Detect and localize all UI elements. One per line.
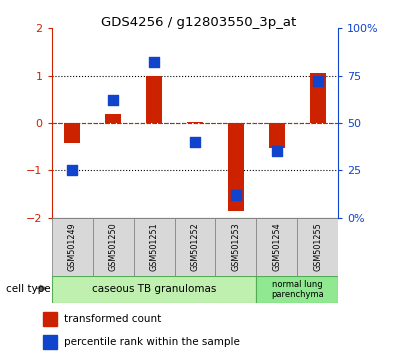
Bar — [187, 121, 203, 123]
Bar — [269, 123, 285, 148]
Text: caseous TB granulomas: caseous TB granulomas — [92, 284, 216, 295]
Text: GSM501253: GSM501253 — [232, 223, 240, 271]
FancyBboxPatch shape — [256, 276, 338, 303]
Text: GSM501255: GSM501255 — [313, 223, 322, 271]
Text: GSM501254: GSM501254 — [272, 223, 281, 271]
FancyBboxPatch shape — [215, 218, 256, 278]
Bar — [43, 312, 57, 326]
FancyBboxPatch shape — [93, 218, 134, 278]
Point — [151, 59, 157, 65]
Point — [69, 167, 75, 173]
Point — [110, 97, 116, 103]
Point — [315, 79, 321, 84]
Bar — [43, 335, 57, 349]
Text: transformed count: transformed count — [64, 314, 161, 324]
Text: normal lung
parenchyma: normal lung parenchyma — [271, 280, 324, 299]
FancyBboxPatch shape — [52, 276, 256, 303]
FancyBboxPatch shape — [134, 218, 175, 278]
Text: GSM501252: GSM501252 — [191, 223, 199, 271]
Bar — [105, 114, 121, 123]
Bar — [146, 76, 162, 123]
Text: GDS4256 / g12803550_3p_at: GDS4256 / g12803550_3p_at — [101, 16, 297, 29]
FancyBboxPatch shape — [256, 218, 297, 278]
Point — [233, 192, 239, 198]
Text: GSM501251: GSM501251 — [150, 223, 158, 271]
Text: GSM501250: GSM501250 — [109, 223, 118, 271]
Bar — [64, 123, 80, 143]
Point — [192, 139, 198, 145]
Text: GSM501249: GSM501249 — [68, 223, 77, 271]
FancyBboxPatch shape — [52, 218, 93, 278]
Bar — [310, 73, 326, 123]
FancyBboxPatch shape — [175, 218, 215, 278]
FancyBboxPatch shape — [297, 218, 338, 278]
Bar — [228, 123, 244, 211]
Text: cell type: cell type — [6, 284, 51, 293]
Text: percentile rank within the sample: percentile rank within the sample — [64, 337, 240, 347]
Point — [274, 149, 280, 154]
